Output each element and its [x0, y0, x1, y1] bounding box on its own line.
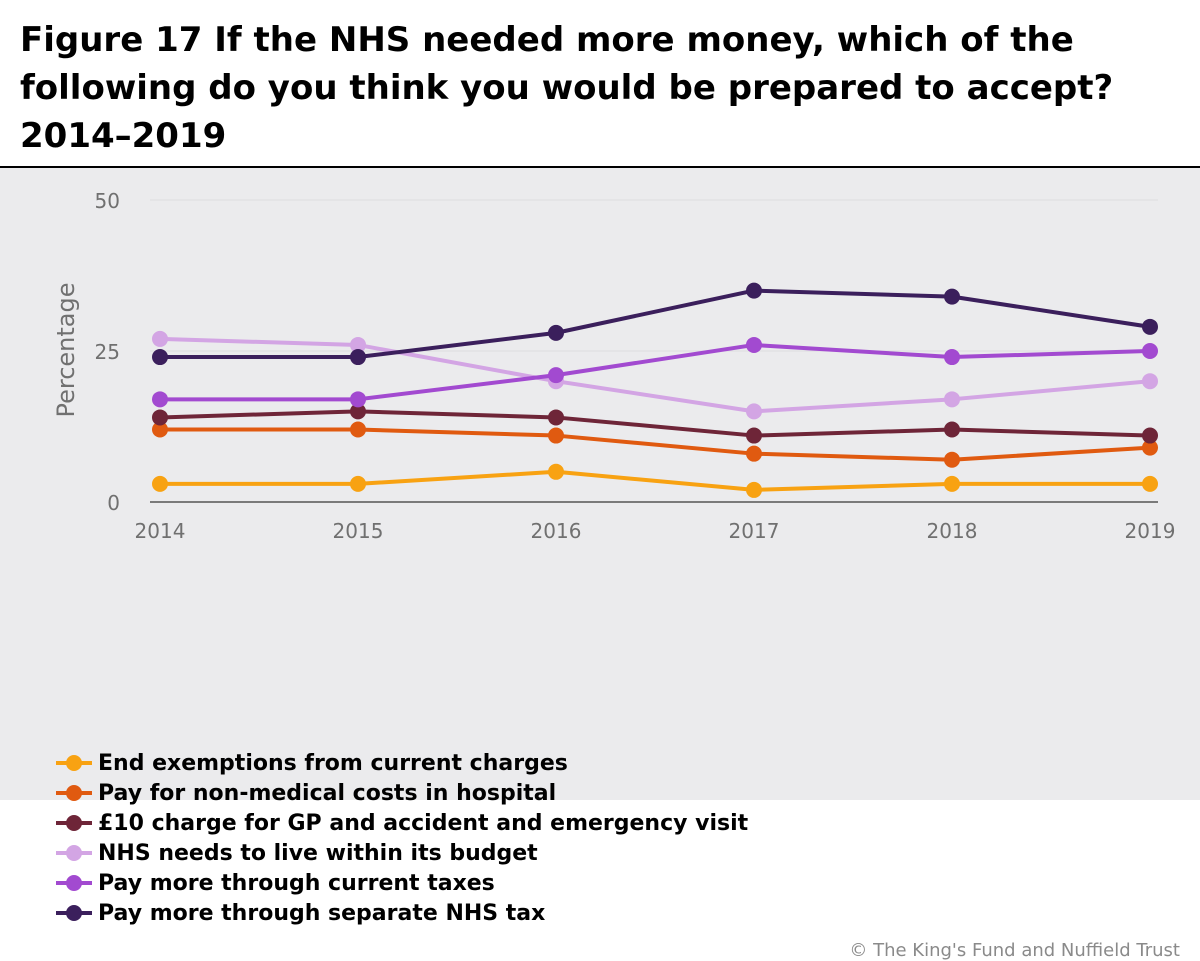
legend-swatch [56, 873, 92, 893]
legend-swatch-dot [66, 905, 82, 921]
chart-panel: 0 25 50 2014 2015 2016 2017 2018 2019 Percentage… [0, 168, 1200, 961]
legend-label: Pay more through separate NHS tax [98, 900, 546, 926]
legend-swatch-dot [66, 815, 82, 831]
data-point-s2-2015[interactable] [350, 421, 366, 438]
title-area: Figure 17 If the NHS needed more money, … [0, 0, 1200, 166]
data-point-s2-2017[interactable] [746, 445, 762, 462]
x-tick-label: 2017 [729, 519, 780, 543]
data-point-s3-2015[interactable] [350, 403, 366, 420]
legend-swatch-dot [66, 875, 82, 891]
data-point-s6-2015[interactable] [350, 349, 366, 366]
title-divider [0, 166, 1200, 168]
legend-item[interactable]: Pay more through separate NHS tax [56, 898, 748, 928]
x-tick-label: 2018 [927, 519, 978, 543]
data-point-s1-2014[interactable] [152, 475, 168, 492]
legend-item[interactable]: £10 charge for GP and accident and emerg… [56, 808, 748, 838]
data-point-s2-2016[interactable] [548, 427, 564, 444]
legend-swatch-dot [66, 785, 82, 801]
series-line-2 [158, 427, 1152, 462]
legend-swatch [56, 903, 92, 923]
data-point-s6-2017[interactable] [746, 282, 762, 299]
data-point-s3-2016[interactable] [548, 409, 564, 426]
data-point-s1-2017[interactable] [746, 481, 762, 498]
data-point-s3-2018[interactable] [944, 421, 960, 438]
data-point-s4-2014[interactable] [152, 330, 168, 347]
legend-swatch [56, 783, 92, 803]
data-point-s6-2018[interactable] [944, 288, 960, 305]
y-tick-label: 50 [95, 189, 120, 213]
y-tick-label: 0 [107, 491, 120, 515]
data-point-s5-2018[interactable] [944, 349, 960, 366]
x-tick-label: 2015 [333, 519, 384, 543]
grid-layer [150, 199, 1158, 352]
legend-swatch [56, 813, 92, 833]
legend-swatch-dot [66, 755, 82, 771]
data-point-s4-2015[interactable] [350, 336, 366, 353]
x-tick-label: 2014 [135, 519, 186, 543]
tick-labels: 0 25 50 2014 2015 2016 2017 2018 2019 [95, 189, 1176, 543]
data-point-s6-2014[interactable] [152, 349, 168, 366]
data-point-s3-2014[interactable] [152, 409, 168, 426]
data-point-s2-2019[interactable] [1142, 439, 1158, 456]
legend-label: £10 charge for GP and accident and emerg… [98, 810, 749, 836]
legend-swatch-dot [66, 845, 82, 861]
data-point-s3-2017[interactable] [746, 427, 762, 444]
data-point-s1-2015[interactable] [350, 475, 366, 492]
data-point-s1-2019[interactable] [1142, 475, 1158, 492]
data-point-s6-2019[interactable] [1142, 318, 1158, 335]
data-point-s5-2014[interactable] [152, 391, 168, 408]
x-tick-label: 2019 [1125, 519, 1176, 543]
data-point-s6-2016[interactable] [548, 324, 564, 341]
data-point-s5-2017[interactable] [746, 336, 762, 353]
data-point-s2-2014[interactable] [152, 421, 168, 438]
data-point-s1-2018[interactable] [944, 475, 960, 492]
line-chart: 0 25 50 2014 2015 2016 2017 2018 2019 Percentage [52, 189, 1176, 543]
legend-item[interactable]: Pay for non-medical costs in hospital [56, 778, 748, 808]
series-points [152, 282, 1158, 498]
legend-item[interactable]: NHS needs to live within its budget [56, 838, 748, 868]
copyright-credit: © The King's Fund and Nuffield Trust [849, 940, 1180, 961]
data-point-s4-2019[interactable] [1142, 373, 1158, 390]
legend-label: Pay more through current taxes [98, 870, 495, 896]
series-line-3 [158, 409, 1152, 438]
data-point-s5-2019[interactable] [1142, 343, 1158, 359]
data-point-s4-2017[interactable] [746, 403, 762, 420]
data-point-s2-2018[interactable] [944, 451, 960, 468]
data-point-s4-2018[interactable] [944, 391, 960, 408]
legend: End exemptions from current charges Pay f… [56, 748, 748, 928]
series-line-1 [158, 469, 1152, 492]
x-tick-label: 2016 [531, 519, 582, 543]
y-axis-label: Percentage [52, 282, 80, 417]
legend-label: Pay for non-medical costs in hospital [98, 780, 557, 806]
legend-label: NHS needs to live within its budget [98, 840, 538, 866]
legend-swatch [56, 753, 92, 773]
series-line-4 [158, 336, 1152, 414]
legend-swatch [56, 843, 92, 863]
data-point-s1-2016[interactable] [548, 463, 564, 480]
series-lines [158, 288, 1152, 492]
series-line-6 [158, 288, 1152, 360]
data-point-s5-2015[interactable] [350, 391, 366, 408]
legend-item[interactable]: End exemptions from current charges [56, 748, 748, 778]
data-point-s3-2019[interactable] [1142, 427, 1158, 444]
y-tick-label: 25 [95, 340, 120, 364]
legend-label: End exemptions from current charges [98, 750, 568, 776]
series-line-5 [158, 342, 1152, 402]
chart-title: Figure 17 If the NHS needed more money, … [20, 20, 1114, 156]
legend-item[interactable]: Pay more through current taxes [56, 868, 748, 898]
data-point-s5-2016[interactable] [548, 367, 564, 384]
